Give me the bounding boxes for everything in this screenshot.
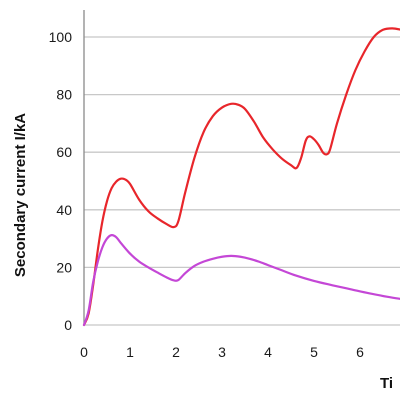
x-tick-label: 0	[80, 344, 88, 360]
x-tick-label: 2	[172, 344, 180, 360]
x-tick-label: 5	[310, 344, 318, 360]
x-tick-label: 3	[218, 344, 226, 360]
y-tick-label: 100	[49, 29, 73, 45]
y-tick-label: 60	[56, 144, 72, 160]
y-axis-title: Secondary current I/kA	[12, 113, 29, 277]
y-tick-label: 20	[56, 259, 72, 275]
y-tick-label: 40	[56, 202, 72, 218]
series-line-2	[82, 234, 400, 327]
y-tick-label: 0	[64, 317, 72, 333]
tick-labels: 0 20 40 60 80 100 0 1 2 3 4 5 6	[49, 29, 364, 360]
x-axis-title: Ti	[380, 375, 393, 392]
gridlines	[84, 36, 400, 326]
y-tick-label: 80	[56, 87, 72, 103]
x-tick-label: 1	[126, 344, 134, 360]
x-tick-label: 4	[264, 344, 272, 360]
series-lines	[82, 27, 400, 327]
series-line-1	[82, 27, 400, 327]
x-tick-label: 6	[356, 344, 364, 360]
